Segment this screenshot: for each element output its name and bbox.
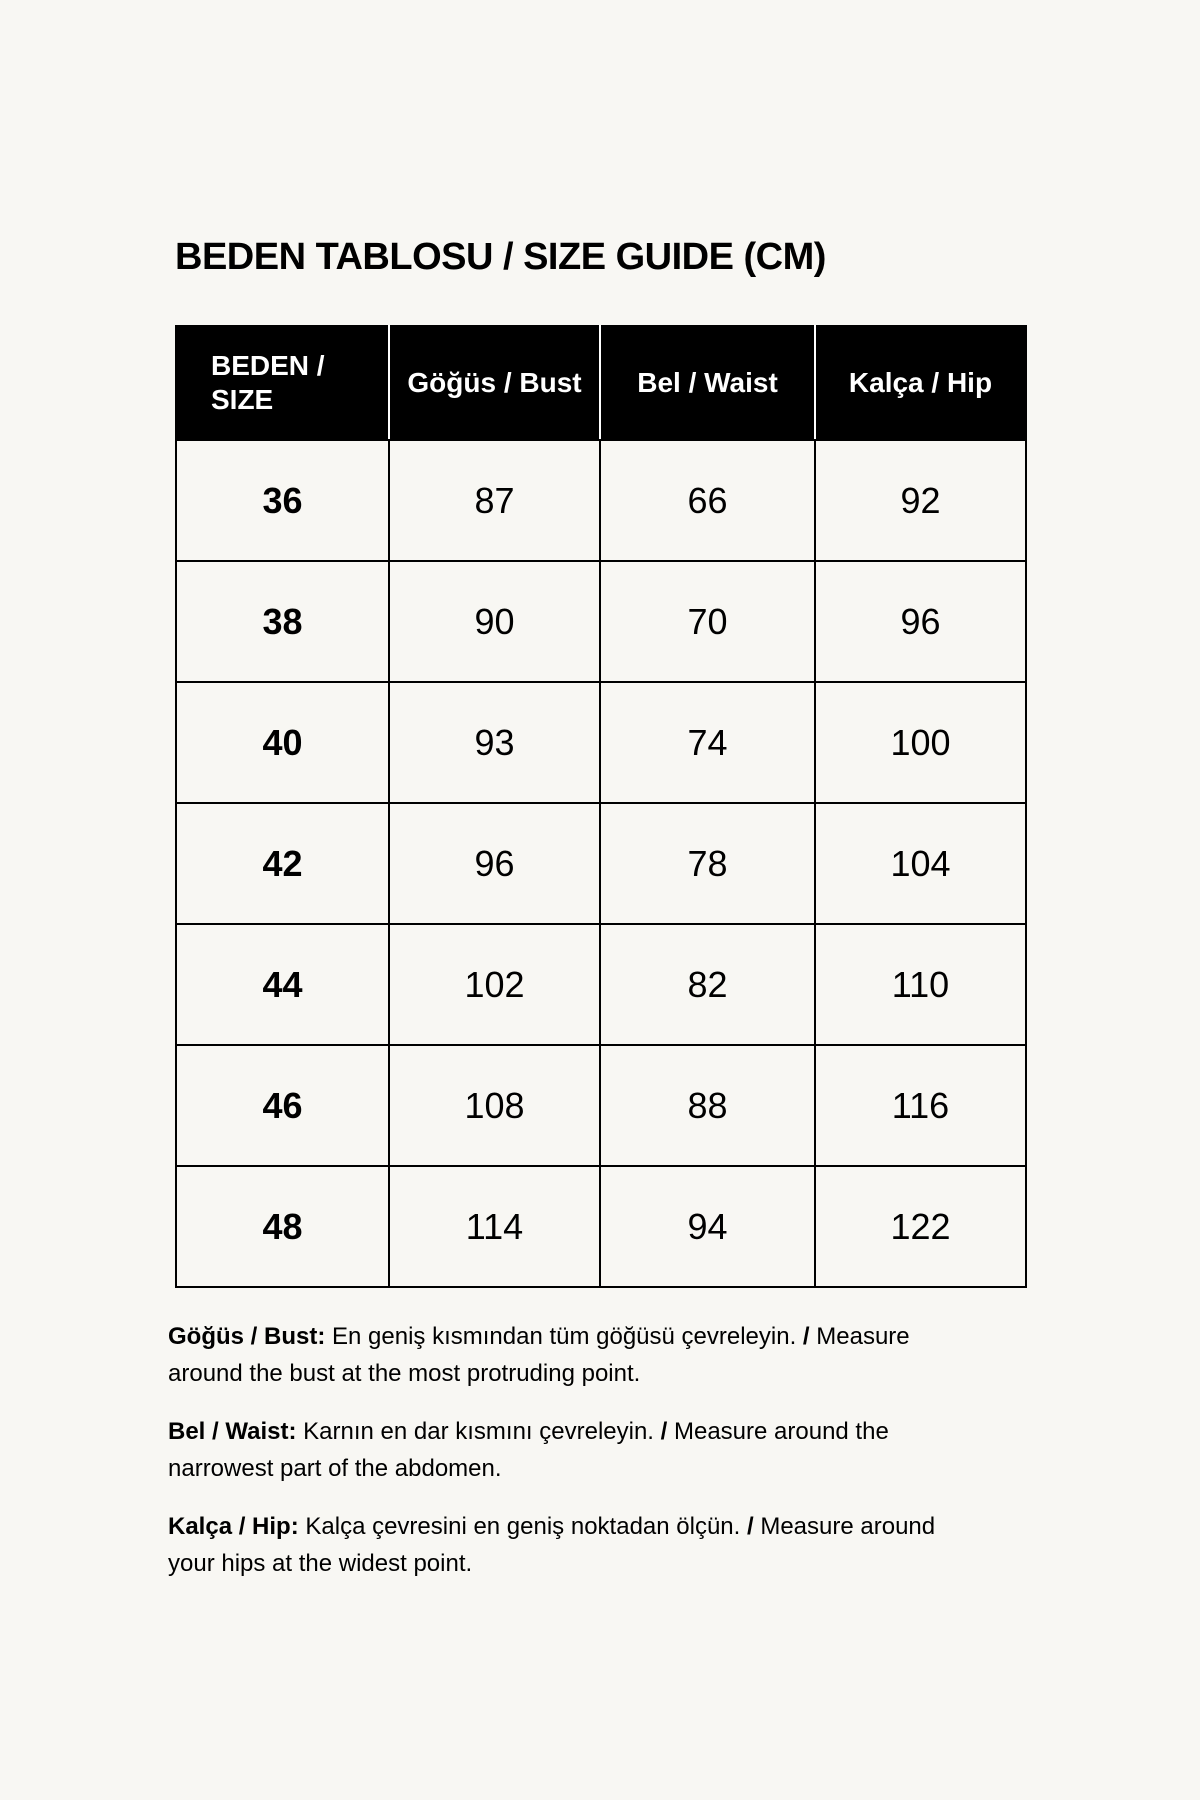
cell-hip: 92: [814, 439, 1027, 562]
cell-bust: 114: [388, 1165, 601, 1288]
table-header-row: BEDEN / SIZE Göğüs / Bust Bel / Waist Ka…: [175, 325, 1027, 441]
cell-bust: 90: [388, 560, 601, 683]
cell-waist: 82: [599, 923, 816, 1046]
cell-hip: 96: [814, 560, 1027, 683]
cell-hip: 110: [814, 923, 1027, 1046]
measurement-notes: Göğüs / Bust: En geniş kısmından tüm göğ…: [168, 1318, 948, 1603]
cell-size: 42: [175, 802, 390, 925]
table-row: 38 90 70 96: [175, 560, 1027, 683]
cell-size: 38: [175, 560, 390, 683]
header-size: BEDEN / SIZE: [175, 325, 390, 441]
note-waist: Bel / Waist: Karnın en dar kısmını çevre…: [168, 1418, 889, 1482]
cell-hip: 116: [814, 1044, 1027, 1167]
table-row: 48 114 94 122: [175, 1165, 1027, 1288]
table-row: 40 93 74 100: [175, 681, 1027, 804]
cell-waist: 94: [599, 1165, 816, 1288]
page-title: BEDEN TABLOSU / SIZE GUIDE (CM): [175, 236, 826, 278]
cell-waist: 74: [599, 681, 816, 804]
cell-bust: 108: [388, 1044, 601, 1167]
cell-waist: 66: [599, 439, 816, 562]
cell-bust: 87: [388, 439, 601, 562]
header-bust: Göğüs / Bust: [388, 325, 601, 441]
cell-size: 40: [175, 681, 390, 804]
cell-waist: 88: [599, 1044, 816, 1167]
table-row: 44 102 82 110: [175, 923, 1027, 1046]
cell-bust: 93: [388, 681, 601, 804]
size-table: BEDEN / SIZE Göğüs / Bust Bel / Waist Ka…: [175, 325, 1027, 1288]
cell-hip: 122: [814, 1165, 1027, 1288]
cell-hip: 100: [814, 681, 1027, 804]
cell-size: 48: [175, 1165, 390, 1288]
cell-waist: 78: [599, 802, 816, 925]
cell-size: 46: [175, 1044, 390, 1167]
table-row: 42 96 78 104: [175, 802, 1027, 925]
header-waist: Bel / Waist: [599, 325, 816, 441]
cell-size: 36: [175, 439, 390, 562]
header-hip: Kalça / Hip: [814, 325, 1027, 441]
table-row: 46 108 88 116: [175, 1044, 1027, 1167]
cell-waist: 70: [599, 560, 816, 683]
table-row: 36 87 66 92: [175, 439, 1027, 562]
cell-bust: 96: [388, 802, 601, 925]
cell-size: 44: [175, 923, 390, 1046]
cell-bust: 102: [388, 923, 601, 1046]
cell-hip: 104: [814, 802, 1027, 925]
note-bust: Göğüs / Bust: En geniş kısmından tüm göğ…: [168, 1323, 910, 1387]
note-hip: Kalça / Hip: Kalça çevresini en geniş no…: [168, 1513, 936, 1577]
